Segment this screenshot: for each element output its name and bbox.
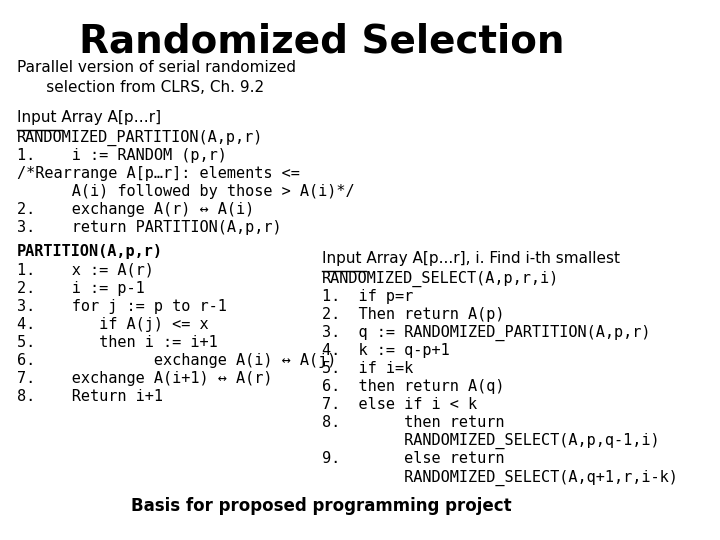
Text: 3.    return PARTITION(A,p,r): 3. return PARTITION(A,p,r) bbox=[17, 220, 282, 235]
Text: 1.  if p=r: 1. if p=r bbox=[322, 288, 413, 303]
Text: Parallel version of serial randomized: Parallel version of serial randomized bbox=[17, 60, 296, 75]
Text: 2.  Then return A(p): 2. Then return A(p) bbox=[322, 307, 504, 322]
Text: 2.    i := p-1: 2. i := p-1 bbox=[17, 281, 145, 295]
Text: 8.    Return i+1: 8. Return i+1 bbox=[17, 389, 163, 404]
Text: /*Rearrange A[p…r]: elements <=: /*Rearrange A[p…r]: elements <= bbox=[17, 166, 300, 181]
Text: RANDOMIZED_SELECT(A,p,q-1,i): RANDOMIZED_SELECT(A,p,q-1,i) bbox=[322, 433, 660, 449]
Text: 3.    for j := p to r-1: 3. for j := p to r-1 bbox=[17, 299, 227, 314]
Text: 4.       if A(j) <= x: 4. if A(j) <= x bbox=[17, 317, 209, 332]
Text: 7.    exchange A(i+1) ↔ A(r): 7. exchange A(i+1) ↔ A(r) bbox=[17, 371, 272, 386]
Text: 6.  then return A(q): 6. then return A(q) bbox=[322, 379, 504, 394]
Text: Randomized Selection: Randomized Selection bbox=[78, 23, 564, 61]
Text: Input Array A[p…r]: Input Array A[p…r] bbox=[17, 111, 161, 125]
Text: 7.  else if i < k: 7. else if i < k bbox=[322, 397, 477, 412]
Text: 4.  k := q-p+1: 4. k := q-p+1 bbox=[322, 343, 449, 358]
Text: 6.             exchange A(i) ↔ A(j): 6. exchange A(i) ↔ A(j) bbox=[17, 353, 336, 368]
Text: 5.       then i := i+1: 5. then i := i+1 bbox=[17, 335, 217, 350]
Text: 9.       else return: 9. else return bbox=[322, 451, 504, 467]
Text: RANDOMIZED_SELECT(A,q+1,r,i-k): RANDOMIZED_SELECT(A,q+1,r,i-k) bbox=[322, 469, 678, 485]
Text: 1.    x := A(r): 1. x := A(r) bbox=[17, 262, 154, 278]
Text: 3.  q := RANDOMIZED_PARTITION(A,p,r): 3. q := RANDOMIZED_PARTITION(A,p,r) bbox=[322, 325, 650, 341]
Text: 8.       then return: 8. then return bbox=[322, 415, 504, 430]
Text: PARTITION(A,p,r): PARTITION(A,p,r) bbox=[17, 245, 163, 260]
Text: RANDOMIZED_PARTITION(A,p,r): RANDOMIZED_PARTITION(A,p,r) bbox=[17, 130, 264, 146]
Text: selection from CLRS, Ch. 9.2: selection from CLRS, Ch. 9.2 bbox=[17, 80, 264, 95]
Text: 1.    i := RANDOM (p,r): 1. i := RANDOM (p,r) bbox=[17, 148, 227, 163]
Text: 2.    exchange A(r) ↔ A(i): 2. exchange A(r) ↔ A(i) bbox=[17, 202, 254, 217]
Text: A(i) followed by those > A(i)*/: A(i) followed by those > A(i)*/ bbox=[17, 184, 354, 199]
Text: Basis for proposed programming project: Basis for proposed programming project bbox=[131, 497, 512, 515]
Text: RANDOMIZED_SELECT(A,p,r,i): RANDOMIZED_SELECT(A,p,r,i) bbox=[322, 271, 559, 287]
Text: Input Array A[p...r], i. Find i-th smallest: Input Array A[p...r], i. Find i-th small… bbox=[322, 252, 620, 266]
Text: 5.  if i=k: 5. if i=k bbox=[322, 361, 413, 376]
